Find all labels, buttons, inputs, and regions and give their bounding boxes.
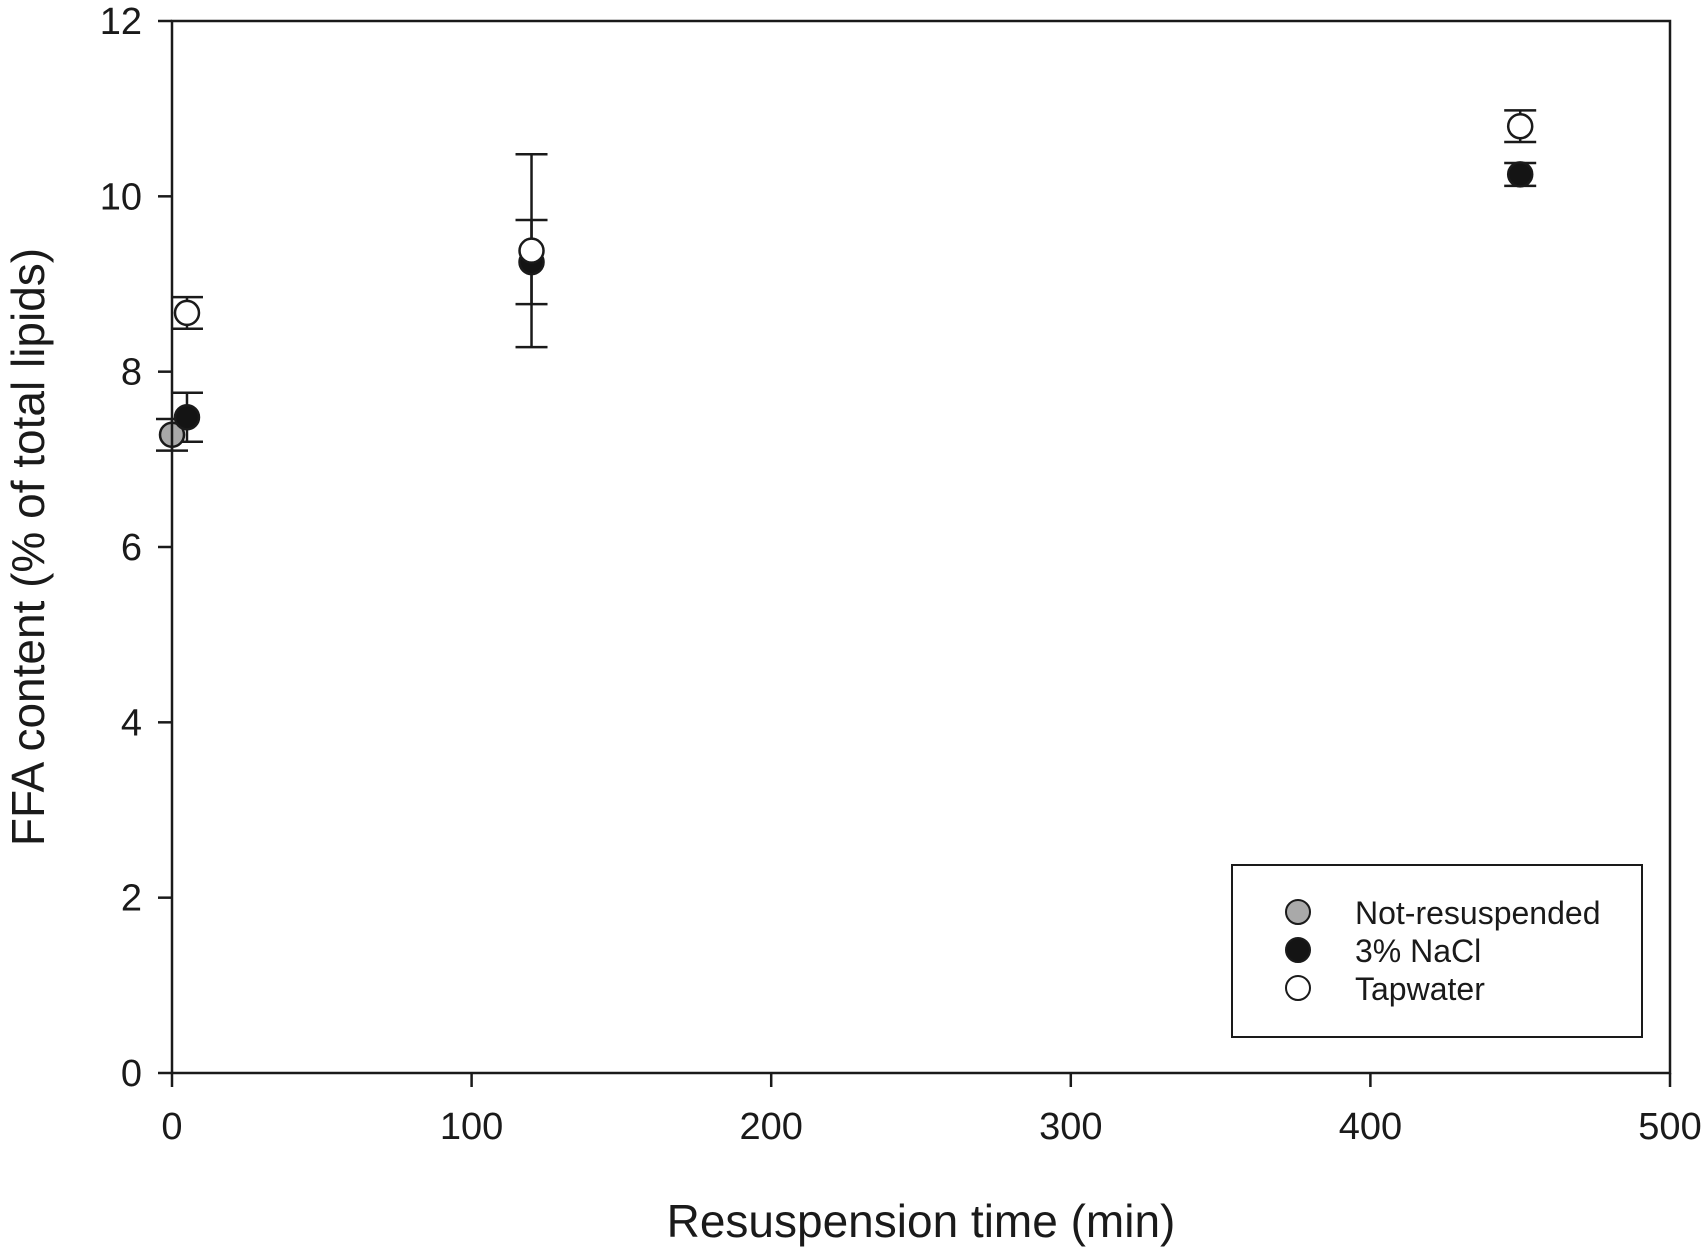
x-tick-label: 500 bbox=[1638, 1106, 1701, 1148]
y-axis: 0 2 4 6 8 10 12 bbox=[100, 1, 172, 1095]
x-tick-label: 200 bbox=[739, 1106, 802, 1148]
markers-layer bbox=[158, 112, 1534, 449]
x-axis: 0 100 200 300 400 500 bbox=[161, 1073, 1702, 1148]
y-tick-label: 2 bbox=[121, 878, 142, 920]
legend-label-tapwater: Tapwater bbox=[1355, 971, 1485, 1007]
y-tick-label: 10 bbox=[100, 176, 142, 218]
y-tick-label: 6 bbox=[121, 527, 142, 569]
data-point bbox=[518, 237, 545, 264]
data-point bbox=[173, 299, 201, 327]
y-tick-label: 0 bbox=[121, 1053, 142, 1095]
legend-marker-nacl bbox=[1285, 937, 1311, 963]
data-point bbox=[1506, 161, 1534, 188]
data-point bbox=[173, 404, 201, 431]
y-axis-title: FFA content (% of total lipids) bbox=[2, 248, 54, 846]
x-tick-label: 400 bbox=[1339, 1106, 1402, 1148]
legend-label-not-resuspended: Not-resuspended bbox=[1355, 895, 1600, 931]
error-bars-layer bbox=[156, 109, 1537, 452]
legend: Not-resuspended 3% NaCl Tapwater bbox=[1231, 864, 1643, 1038]
y-tick-label: 8 bbox=[121, 352, 142, 394]
y-tick-label: 4 bbox=[121, 702, 142, 744]
y-tick-label: 12 bbox=[100, 1, 142, 43]
x-axis-title: Resuspension time (min) bbox=[667, 1195, 1176, 1247]
data-point bbox=[1506, 112, 1534, 140]
legend-marker-not-resuspended bbox=[1285, 899, 1311, 925]
x-tick-label: 0 bbox=[161, 1106, 182, 1148]
legend-label-nacl: 3% NaCl bbox=[1355, 933, 1481, 969]
legend-marker-tapwater bbox=[1285, 975, 1311, 1001]
x-tick-label: 100 bbox=[440, 1106, 503, 1148]
x-tick-label: 300 bbox=[1039, 1106, 1102, 1148]
